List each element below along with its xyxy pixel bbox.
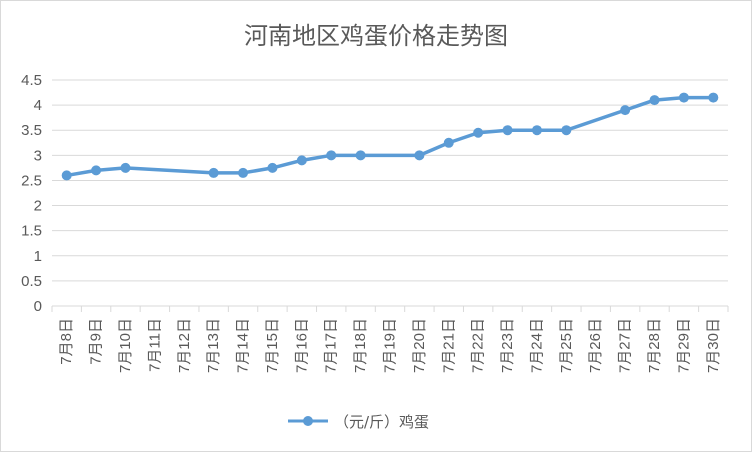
x-tick-label: 7月27日 bbox=[617, 318, 634, 373]
x-tick-label: 7月17日 bbox=[323, 318, 340, 373]
data-point bbox=[414, 150, 425, 161]
x-tick-label: 7月25日 bbox=[558, 318, 575, 373]
series-polyline bbox=[64, 95, 716, 178]
y-tick-label: 1.5 bbox=[21, 223, 42, 240]
x-tick-label: 7月13日 bbox=[205, 318, 222, 373]
data-point bbox=[61, 170, 72, 181]
data-point bbox=[267, 162, 278, 173]
x-tick-label: 7月11日 bbox=[146, 318, 163, 372]
x-tick-label: 7月23日 bbox=[499, 318, 516, 373]
y-tick-label: 0 bbox=[34, 298, 42, 315]
series-line bbox=[61, 92, 719, 181]
x-tick-label: 7月19日 bbox=[382, 318, 399, 373]
legend-label: （元/斤）鸡蛋 bbox=[334, 413, 429, 431]
gridlines bbox=[52, 79, 728, 307]
y-axis-labels: 0 0.5 1 1.5 2 2.5 3 3.5 4 4.5 bbox=[21, 72, 42, 315]
data-point bbox=[531, 125, 542, 136]
chart-title: 河南地区鸡蛋价格走势图 bbox=[244, 22, 508, 50]
y-tick-label: 4 bbox=[34, 97, 42, 114]
x-tick-label: 7月21日 bbox=[440, 318, 457, 373]
x-tick-label: 7月29日 bbox=[675, 318, 692, 373]
x-tick-label: 7月10日 bbox=[117, 318, 134, 373]
y-tick-label: 4.5 bbox=[21, 72, 42, 89]
y-tick-label: 3 bbox=[34, 147, 42, 164]
x-tick-label: 7月26日 bbox=[587, 318, 604, 373]
x-tick-label: 7月9日 bbox=[88, 318, 105, 365]
x-tick-label: 7月30日 bbox=[705, 318, 722, 373]
data-point bbox=[443, 137, 454, 148]
y-tick-label: 2.5 bbox=[21, 172, 42, 189]
data-point bbox=[326, 150, 337, 161]
x-axis: 7月8日 7月9日 7月10日 7月11日 7月12日 7月13日 7月14日 7月15日 7月… bbox=[51, 306, 729, 373]
x-tick-label: 7月12日 bbox=[176, 318, 193, 373]
data-point bbox=[208, 167, 219, 178]
x-tick-label: 7月18日 bbox=[352, 318, 369, 373]
x-tick-label: 7月24日 bbox=[528, 318, 545, 373]
y-tick-label: 2 bbox=[34, 198, 42, 215]
legend: （元/斤）鸡蛋 bbox=[288, 413, 429, 431]
data-point bbox=[355, 150, 366, 161]
data-point bbox=[473, 127, 484, 138]
data-point bbox=[502, 125, 513, 136]
data-point bbox=[678, 92, 689, 103]
y-tick-label: 3.5 bbox=[21, 122, 42, 139]
legend-marker bbox=[303, 416, 313, 426]
x-tick-label: 7月14日 bbox=[235, 318, 252, 373]
y-tick-label: 1 bbox=[34, 248, 42, 265]
x-tick-label: 7月28日 bbox=[646, 318, 663, 373]
y-tick-label: 0.5 bbox=[21, 273, 42, 290]
data-point bbox=[649, 95, 660, 106]
data-point bbox=[91, 165, 102, 176]
data-point bbox=[708, 92, 719, 103]
data-point bbox=[561, 125, 572, 136]
data-point bbox=[120, 162, 131, 173]
data-point bbox=[296, 155, 307, 166]
x-tick-label: 7月8日 bbox=[58, 318, 75, 365]
x-tick-label: 7月16日 bbox=[293, 318, 310, 373]
x-tick-label: 7月22日 bbox=[470, 318, 487, 373]
data-point bbox=[238, 167, 249, 178]
x-tick-label: 7月15日 bbox=[264, 318, 281, 373]
x-tick-label: 7月20日 bbox=[411, 318, 428, 373]
data-point bbox=[620, 105, 631, 116]
